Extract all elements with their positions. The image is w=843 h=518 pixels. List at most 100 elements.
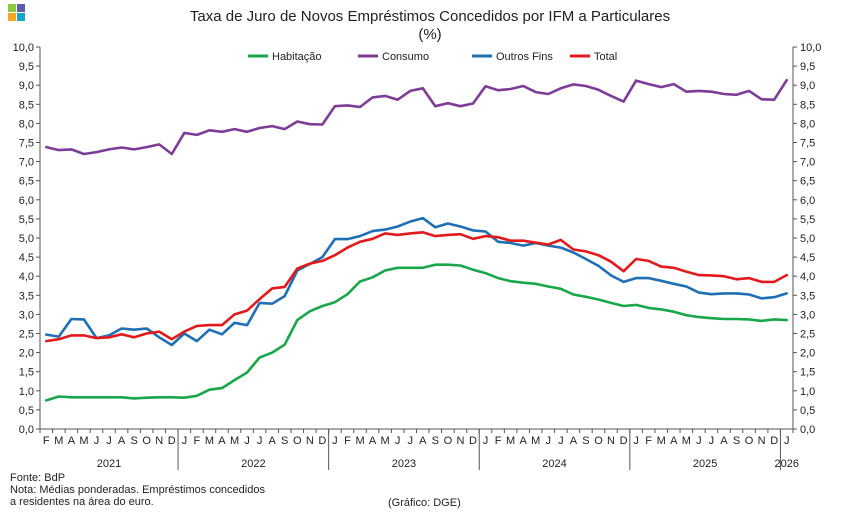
x-month-label: A [369,435,377,447]
x-year-label: 2023 [392,458,416,470]
x-month-label: J [709,435,715,447]
y-tick-label-left: 6,5 [19,176,34,188]
y-tick-label-right: 5,0 [800,233,815,245]
y-tick-label-right: 2,5 [800,329,815,341]
x-month-label: J [244,435,250,447]
x-month-label: D [620,435,628,447]
x-year-label: 2025 [693,458,717,470]
x-month-label: N [456,435,464,447]
logo-square-3 [8,13,16,21]
y-tick-label-right: 8,0 [800,118,815,130]
note-line-2: a residentes na área do euro. [10,496,154,508]
y-tick-label-right: 5,5 [800,214,815,226]
y-tick-label-left: 6,0 [19,195,34,207]
x-month-label: D [168,435,176,447]
y-tick-label-right: 0,5 [800,405,815,417]
x-month-label: M [657,435,666,447]
y-tick-label-right: 0,0 [800,424,815,436]
x-month-label: J [407,435,413,447]
x-year-label: 2024 [542,458,566,470]
series-line [44,231,789,343]
y-tick-label-right: 7,5 [800,138,815,150]
x-month-label: A [670,435,678,447]
x-month-label: D [469,435,477,447]
x-month-label: A [218,435,226,447]
x-month-label: D [318,435,326,447]
logo-icon [8,4,26,22]
x-month-label: M [205,435,214,447]
legend-label: Consumo [382,51,429,63]
y-tick-label-left: 8,5 [19,99,34,111]
y-tick-label-left: 7,0 [19,157,34,169]
y-tick-label-right: 3,0 [800,309,815,321]
y-tick-label-left: 4,5 [19,252,34,264]
series-line [44,216,789,347]
chart-credit: (Gráfico: DGE) [388,497,461,509]
x-month-label: O [444,435,453,447]
x-month-label: A [520,435,528,447]
x-month-label: F [645,435,652,447]
x-year-label: 2021 [97,458,121,470]
y-tick-label-left: 1,0 [19,386,34,398]
y-tick-label-left: 0,5 [19,405,34,417]
x-month-label: M [506,435,515,447]
x-month-label: S [432,435,439,447]
y-tick-label-right: 4,0 [800,271,815,283]
y-tick-label-left: 10,0 [13,42,34,54]
legend-label: Habitação [272,51,322,63]
x-month-label: J [633,435,639,447]
y-tick-label-left: 9,0 [19,80,34,92]
x-month-label: N [155,435,163,447]
x-month-label: M [381,435,390,447]
x-month-label: J [558,435,564,447]
x-month-label: S [582,435,589,447]
series-line [44,263,789,402]
x-month-label: J [483,435,489,447]
y-tick-label-left: 8,0 [19,118,34,130]
x-year-label: 2026 [774,458,798,470]
x-month-label: S [281,435,288,447]
x-month-label: A [720,435,728,447]
x-month-label: F [43,435,50,447]
x-month-label: J [784,435,790,447]
x-month-label: N [758,435,766,447]
y-tick-label-left: 0,0 [19,424,34,436]
x-month-label: O [142,435,151,447]
y-tick-label-right: 8,5 [800,99,815,111]
x-month-label: A [68,435,76,447]
x-month-label: J [395,435,401,447]
chart-title: Taxa de Juro de Novos Empréstimos Conced… [189,8,671,25]
y-tick-label-left: 7,5 [19,138,34,150]
x-month-label: M [79,435,88,447]
y-tick-label-right: 4,5 [800,252,815,264]
x-month-label: J [106,435,112,447]
source-note: Fonte: BdP [10,472,66,484]
y-tick-label-left: 5,0 [19,233,34,245]
logo-square-2 [17,4,25,12]
y-tick-label-right: 6,0 [800,195,815,207]
x-month-label: M [531,435,540,447]
y-tick-label-right: 2,0 [800,348,815,360]
logo-square-1 [8,4,16,12]
y-tick-label-right: 9,5 [800,61,815,73]
x-month-label: A [118,435,126,447]
y-tick-label-right: 7,0 [800,157,815,169]
x-year-label: 2022 [241,458,265,470]
x-month-label: J [94,435,100,447]
legend-label: Total [594,51,617,63]
x-month-label: S [733,435,740,447]
x-month-label: A [419,435,427,447]
x-month-label: A [570,435,578,447]
y-tick-label-left: 3,0 [19,309,34,321]
x-month-label: M [230,435,239,447]
x-month-label: D [770,435,778,447]
x-month-label: S [130,435,137,447]
chart-subtitle: (%) [418,26,442,43]
note-line-1: Nota: Médias ponderadas. Empréstimos con… [10,484,265,496]
y-tick-label-right: 9,0 [800,80,815,92]
x-month-label: M [355,435,364,447]
x-month-label: J [332,435,338,447]
x-month-label: M [682,435,691,447]
y-tick-label-right: 1,5 [800,367,815,379]
